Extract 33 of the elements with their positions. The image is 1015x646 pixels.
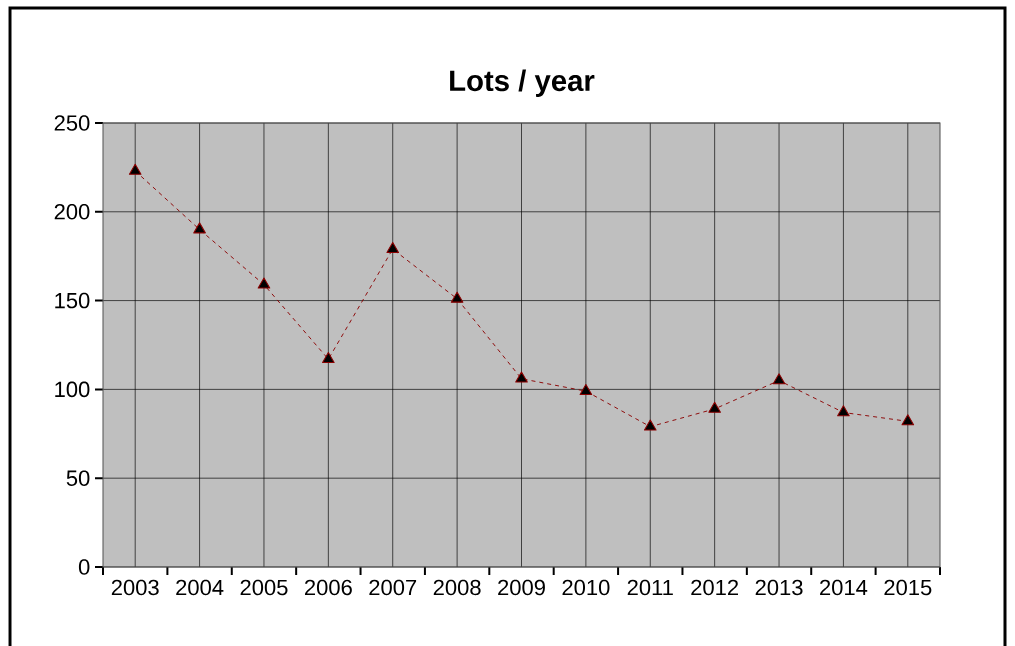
point: [257, 277, 271, 289]
point: [708, 401, 721, 413]
y-tick-label: 150: [55, 292, 90, 309]
x-tick-label: 2011: [627, 579, 673, 596]
point: [772, 373, 786, 385]
x-tick-label: 2014: [820, 579, 868, 596]
point: [386, 241, 400, 253]
point: [837, 405, 850, 417]
point: [515, 371, 528, 383]
x-tick-label: 2015: [884, 579, 932, 596]
point: [901, 414, 915, 426]
y-tick-label: 250: [54, 115, 90, 131]
x-tick-label: 2010: [562, 579, 610, 596]
x-tick-label: 2009: [498, 579, 545, 596]
y-tick-label: 0: [78, 559, 90, 575]
x-tick-label: 2012: [691, 579, 738, 596]
x-tick-label: 2008: [433, 579, 481, 596]
x-tick-label: 2003: [111, 579, 159, 596]
point: [128, 163, 142, 175]
x-tick-label: 2005: [240, 579, 288, 596]
point: [579, 383, 593, 396]
y-tick-label: 50: [66, 470, 90, 486]
x-tick-label: 2006: [304, 579, 352, 596]
point: [643, 419, 657, 431]
x-tick-label: 2007: [369, 579, 417, 596]
point: [322, 351, 335, 364]
point: [450, 291, 464, 303]
x-tick-label: 2004: [176, 579, 224, 596]
x-tick-label: 2013: [755, 579, 803, 596]
y-tick-label: 100: [55, 381, 90, 398]
y-tick-label: 200: [54, 204, 90, 220]
chart-title: Lots / year: [450, 69, 595, 97]
point: [193, 222, 206, 234]
